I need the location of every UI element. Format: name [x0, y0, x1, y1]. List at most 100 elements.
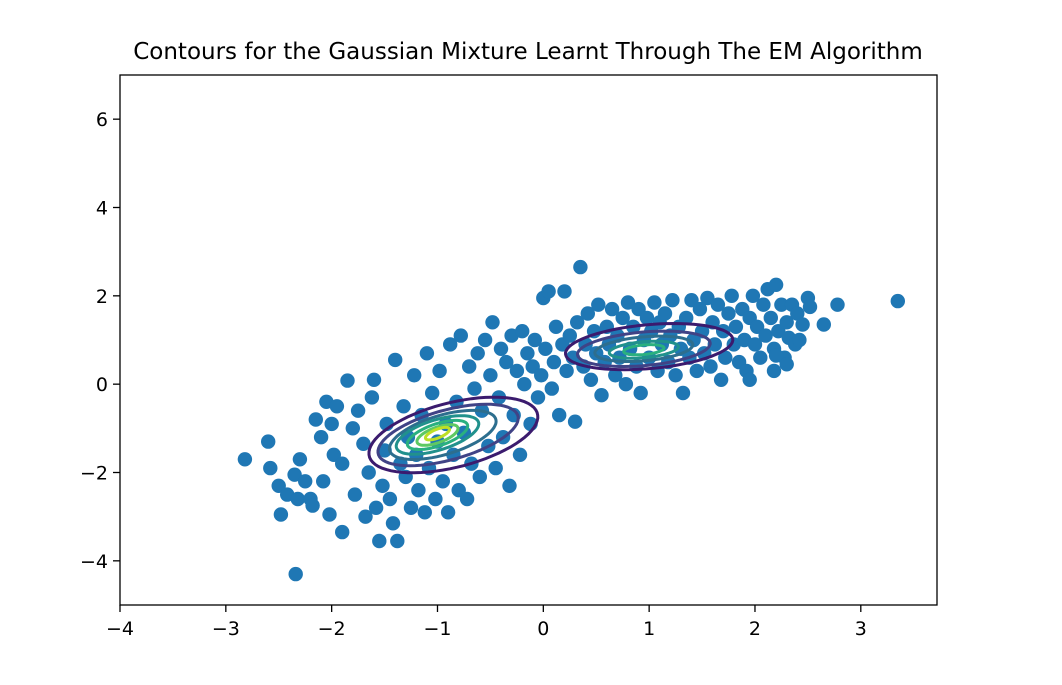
scatter-point — [668, 368, 683, 383]
scatter-point — [483, 368, 498, 383]
scatter-point — [689, 363, 704, 379]
scatter-point — [290, 491, 305, 507]
y-tick-label: 6 — [96, 109, 108, 131]
contour-line — [376, 402, 520, 468]
scatter-point — [548, 319, 564, 334]
scatter-point — [287, 467, 302, 482]
y-tick-label: 4 — [96, 198, 108, 220]
scatter-point — [396, 399, 411, 414]
scatter-point — [335, 456, 350, 471]
scatter-point — [453, 328, 468, 343]
scatter-point — [411, 483, 426, 498]
scatter-point — [467, 381, 482, 396]
scatter-point — [499, 354, 514, 370]
scatter-point — [459, 491, 475, 507]
x-tick-label: −1 — [423, 618, 451, 640]
scatter-point — [288, 566, 303, 582]
scatter-point — [790, 306, 805, 321]
scatter-point — [298, 474, 313, 489]
scatter-point — [766, 363, 782, 379]
x-tick-label: −4 — [106, 618, 134, 640]
scatter-point — [443, 337, 458, 352]
scatter-point — [779, 357, 794, 372]
scatter-point — [502, 478, 517, 493]
contour-line — [622, 343, 666, 357]
scatter-point — [639, 310, 655, 326]
axes-frame — [119, 74, 938, 606]
scatter-point — [417, 505, 432, 520]
scatter-point — [527, 332, 542, 348]
scatter-point — [546, 354, 562, 370]
scatter-point — [802, 299, 818, 315]
scatter-point — [512, 447, 528, 462]
scatter-point — [382, 491, 398, 507]
scatter-point — [591, 297, 606, 312]
scatter-point — [462, 359, 477, 374]
scatter-point — [768, 348, 784, 363]
scatter-point — [347, 487, 363, 502]
scatter-point — [541, 284, 556, 299]
scatter-point — [710, 297, 726, 312]
x-tick-label: 0 — [537, 618, 549, 640]
scatter-point — [388, 352, 403, 368]
scatter-point — [557, 284, 572, 299]
scatter-point — [329, 399, 345, 414]
scatter-point — [313, 430, 329, 445]
scatter-point — [477, 332, 493, 348]
scatter-point — [372, 533, 387, 549]
contour-line — [593, 334, 695, 363]
scatter-point — [692, 301, 708, 317]
scatter-point — [779, 315, 794, 330]
scatter-point — [580, 306, 595, 321]
scatter-point — [263, 460, 278, 476]
scatter-point — [703, 359, 718, 374]
scatter-point — [700, 290, 715, 306]
scatter-point — [768, 277, 784, 292]
scatter-point — [361, 465, 376, 480]
scatter-point — [292, 452, 308, 467]
scatter-point — [316, 474, 331, 489]
contour-line — [424, 425, 451, 442]
scatter-point — [774, 297, 789, 312]
scatter-point — [385, 516, 401, 531]
scatter-point — [419, 346, 435, 361]
scatter-point — [608, 368, 623, 383]
scatter-point — [375, 478, 390, 493]
scatter-point — [675, 385, 691, 401]
scatter-point — [718, 350, 733, 365]
contour-line — [575, 329, 712, 368]
scatter-point — [604, 301, 620, 317]
scatter-point — [335, 524, 350, 540]
scatter-point — [534, 368, 549, 383]
scatter-point — [472, 469, 487, 485]
scatter-point — [364, 390, 380, 405]
x-tick-label: 1 — [643, 618, 655, 640]
x-tick-label: 3 — [855, 618, 867, 640]
scatter-point — [742, 372, 757, 387]
scatter-point — [620, 295, 636, 310]
scatter-point — [816, 317, 831, 332]
axes: −4 −3 −2 −1 0 1 2 3 −4 −2 0 2 4 6 — [80, 74, 938, 640]
scatter-point — [713, 372, 729, 387]
scatter-point — [679, 310, 694, 326]
scatter-point — [308, 412, 323, 427]
scatter-point — [728, 319, 744, 334]
scatter-point — [756, 297, 771, 312]
scatter-point — [425, 385, 440, 401]
scatter-point — [647, 295, 662, 310]
y-tick-label: 0 — [96, 374, 108, 396]
scatter-point — [707, 337, 722, 352]
scatter-point — [485, 315, 500, 330]
contour-line — [394, 414, 481, 456]
scatter-point — [633, 385, 648, 401]
scatter-point — [615, 310, 630, 326]
scatter-point — [795, 317, 810, 332]
x-tick-label: 2 — [749, 618, 761, 640]
scatter-point — [515, 324, 530, 339]
scatter-point — [618, 377, 634, 392]
scatter-point — [350, 403, 366, 418]
scatter-point — [520, 346, 535, 361]
scatter-point — [273, 507, 289, 522]
scatter-point — [583, 372, 599, 387]
contour-line — [367, 395, 540, 475]
